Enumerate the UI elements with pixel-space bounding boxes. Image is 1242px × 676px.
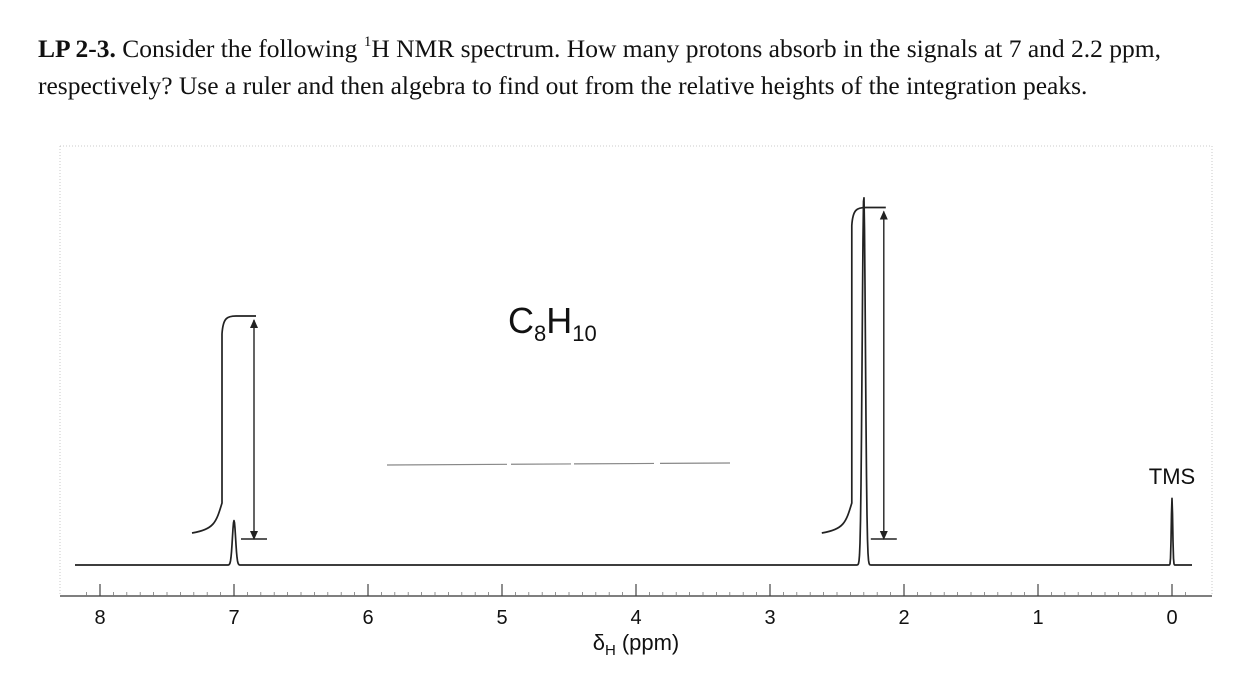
integral-peak-7 [191,315,267,540]
question-text-part-1: Consider the following [122,34,358,63]
tick-label: 4 [630,607,641,629]
tick-label: 7 [228,607,239,629]
x-axis-tick-labels: 8 7 6 5 4 3 2 1 0 [94,607,1177,629]
integration-curve [821,206,886,534]
tick-label: 1 [1032,607,1043,629]
question-id: LP 2-3. [38,34,116,63]
x-axis-title: δH (ppm) [593,630,680,659]
x-axis: 8 7 6 5 4 3 2 1 0 δH (ppm) [60,584,1212,659]
formula-hydrogen: H [546,300,572,341]
tick-label: 5 [496,607,507,629]
formula-carbon-count: 8 [534,321,546,346]
molecular-formula: C8H10 [508,300,597,346]
formula-carbon: C [508,300,534,341]
arrow-head-top [250,319,258,328]
question-text-part-2: H NMR spectrum. How many protons absorb … [38,34,1162,100]
tick-label: 8 [94,607,105,629]
arrow-head-bottom [879,531,888,540]
isotope-superscript: 1 [363,34,372,50]
tick-label: 0 [1166,607,1177,629]
x-axis-title-delta: δ [593,630,605,655]
arrow-head-bottom [250,531,258,540]
integral-peak-2-3 [821,206,897,540]
x-axis-title-unit: (ppm) [622,630,679,655]
arrow-head-top [879,210,888,220]
question-text: LP 2-3. Consider the following 1H NMR sp… [38,30,1218,104]
stray-dashed-line [386,462,731,466]
tick-label: 3 [764,607,775,629]
spectrum-trace [74,197,1193,566]
tms-reference-label: TMS [1149,464,1195,489]
formula-hydrogen-count: 10 [572,321,596,346]
x-axis-title-subscript: H [605,642,616,659]
x-axis-major-ticks [99,584,1173,596]
tick-label: 6 [362,607,373,629]
integration-curve [191,315,256,534]
integration-curves [191,206,897,540]
chart-frame [59,145,1213,596]
tick-label: 2 [898,607,909,629]
